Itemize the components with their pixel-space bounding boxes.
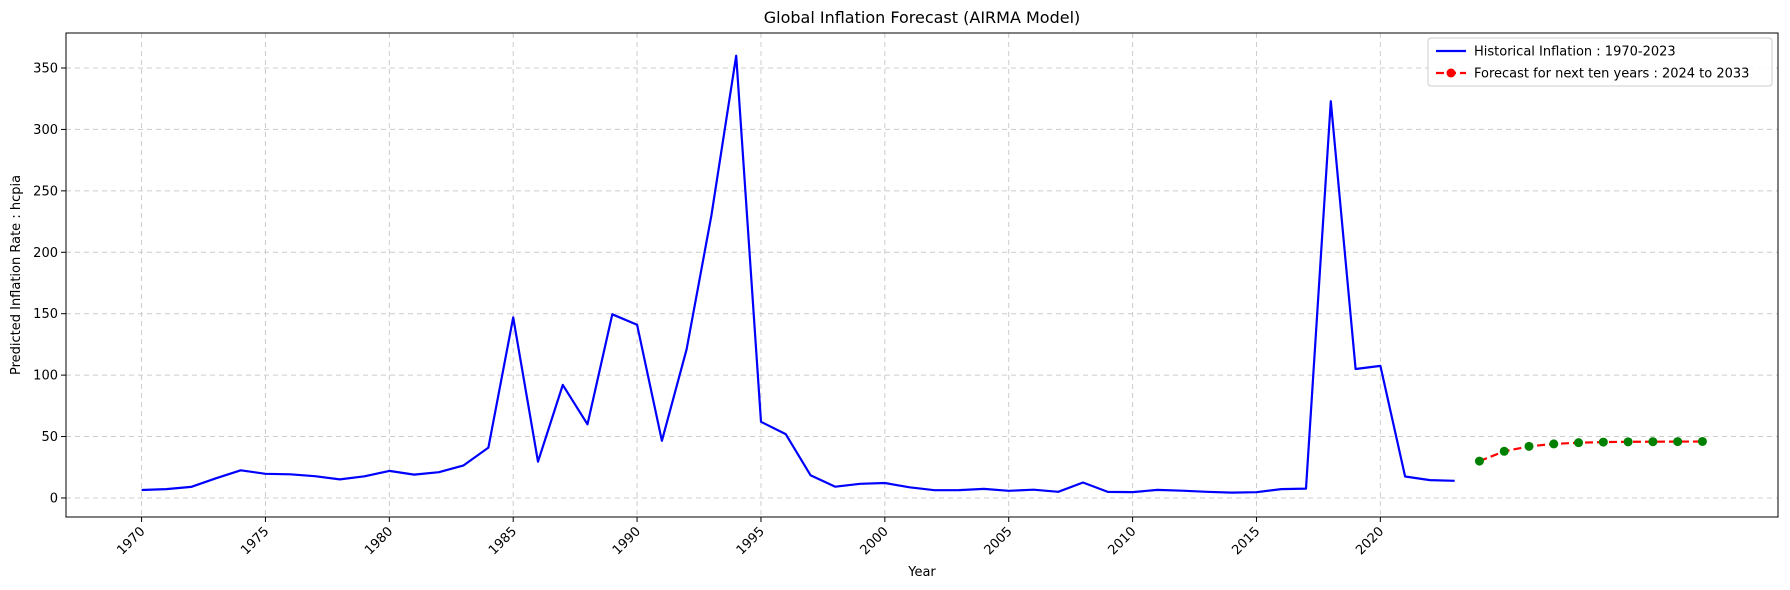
x-axis: 1970 1975 1980 1985 1990 1995 2000 2005 2010 2015… bbox=[114, 517, 1387, 558]
historical-series-line bbox=[141, 54, 1455, 494]
forecast-point bbox=[1524, 441, 1534, 451]
y-tick-label: 150 bbox=[33, 307, 58, 322]
forecast-series-line bbox=[1479, 440, 1703, 463]
x-tick-label: 1970 bbox=[114, 524, 148, 558]
y-axis-label: Predicted Inflation Rate : hcpia bbox=[9, 175, 24, 375]
forecast-point bbox=[1474, 456, 1484, 466]
x-tick-label: 1985 bbox=[486, 524, 520, 558]
x-tick-label: 1980 bbox=[362, 524, 396, 558]
forecast-point bbox=[1574, 438, 1584, 448]
forecast-point bbox=[1549, 439, 1559, 449]
y-tick-label: 350 bbox=[33, 62, 58, 77]
forecast-point bbox=[1598, 437, 1608, 447]
series-layer bbox=[141, 54, 1707, 494]
y-tick-label: 250 bbox=[33, 184, 58, 199]
x-tick-label: 1975 bbox=[238, 524, 272, 558]
forecast-point bbox=[1648, 437, 1658, 447]
x-tick-label: 2010 bbox=[1105, 524, 1139, 558]
forecast-point bbox=[1623, 437, 1633, 447]
x-tick-label: 2000 bbox=[858, 524, 892, 558]
legend: Historical Inflation : 1970-2023 Forecast… bbox=[1427, 37, 1773, 87]
y-axis: 0 50 100 150 200 250 300 350 bbox=[33, 62, 66, 506]
forecast-point bbox=[1499, 446, 1509, 456]
forecast-point bbox=[1697, 436, 1707, 446]
y-tick-label: 300 bbox=[33, 123, 58, 138]
x-tick-label: 2020 bbox=[1353, 524, 1387, 558]
y-tick-label: 50 bbox=[41, 430, 58, 445]
x-tick-label: 1990 bbox=[610, 524, 644, 558]
x-tick-label: 2005 bbox=[982, 524, 1016, 558]
x-tick-label: 2015 bbox=[1229, 524, 1263, 558]
legend-box bbox=[1427, 37, 1773, 87]
y-tick-label: 100 bbox=[33, 369, 58, 384]
legend-swatch-marker bbox=[1446, 68, 1456, 78]
x-axis-label: Year bbox=[907, 565, 936, 580]
chart-title: Global Inflation Forecast (AIRMA Model) bbox=[764, 8, 1081, 27]
grid bbox=[66, 33, 1778, 517]
legend-entry-label: Forecast for next ten years : 2024 to 20… bbox=[1474, 67, 1749, 82]
plot-frame bbox=[65, 32, 1779, 518]
legend-entry-label: Historical Inflation : 1970-2023 bbox=[1474, 45, 1676, 60]
y-tick-label: 0 bbox=[50, 491, 58, 506]
forecast-point bbox=[1673, 437, 1683, 447]
y-tick-label: 200 bbox=[33, 246, 58, 261]
x-tick-label: 1995 bbox=[734, 524, 768, 558]
